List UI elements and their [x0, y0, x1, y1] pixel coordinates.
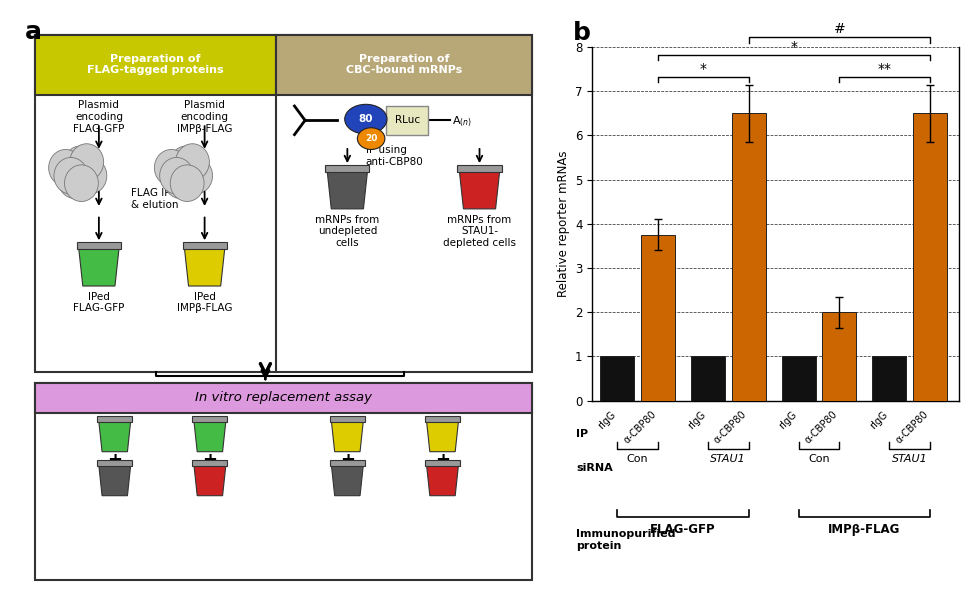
Polygon shape	[76, 242, 121, 249]
Circle shape	[175, 144, 209, 180]
Text: RLuc: RLuc	[394, 115, 420, 125]
FancyBboxPatch shape	[35, 383, 532, 580]
Text: rIgG: rIgG	[595, 409, 616, 431]
Y-axis label: Relative reporter mRNAs: Relative reporter mRNAs	[556, 151, 569, 297]
Polygon shape	[424, 460, 460, 466]
Bar	[641, 235, 674, 401]
FancyBboxPatch shape	[385, 106, 427, 135]
Polygon shape	[78, 249, 119, 286]
Text: Plasmid
encoding
IMPβ-FLAG: Plasmid encoding IMPβ-FLAG	[177, 100, 232, 134]
Polygon shape	[194, 466, 226, 496]
Circle shape	[73, 157, 107, 194]
Text: α-CBP80: α-CBP80	[802, 409, 838, 446]
Text: 80: 80	[358, 114, 373, 124]
Text: Plasmid
encoding
FLAG-GFP: Plasmid encoding FLAG-GFP	[73, 100, 124, 134]
Text: Immunopurified
protein: Immunopurified protein	[576, 529, 675, 551]
Polygon shape	[327, 172, 367, 209]
Polygon shape	[457, 165, 501, 172]
Bar	[600, 356, 634, 401]
Polygon shape	[97, 460, 132, 466]
Text: Con: Con	[807, 454, 829, 464]
Text: mRNPs from
undepleted
cells: mRNPs from undepleted cells	[315, 214, 379, 248]
Text: α-CBP80: α-CBP80	[711, 409, 748, 446]
Text: **: **	[876, 62, 891, 76]
Text: rIgG: rIgG	[867, 409, 888, 431]
Polygon shape	[194, 422, 226, 452]
Text: α-CBP80: α-CBP80	[893, 409, 929, 446]
Text: siRNA: siRNA	[576, 464, 612, 474]
Polygon shape	[182, 242, 227, 249]
Polygon shape	[330, 416, 365, 422]
Text: +: +	[434, 451, 450, 469]
Text: Preparation of
CBC-bound mRNPs: Preparation of CBC-bound mRNPs	[345, 54, 462, 75]
Text: IP: IP	[576, 429, 588, 439]
Text: #: #	[832, 22, 844, 36]
Polygon shape	[193, 416, 227, 422]
Circle shape	[170, 165, 203, 201]
Text: IMPβ-FLAG: IMPβ-FLAG	[827, 523, 900, 536]
Polygon shape	[459, 172, 499, 209]
Text: a: a	[24, 21, 42, 44]
Circle shape	[49, 150, 82, 186]
Text: +: +	[108, 451, 122, 469]
Bar	[780, 356, 815, 401]
Text: Con: Con	[626, 454, 647, 464]
Bar	[822, 312, 856, 401]
Polygon shape	[332, 466, 363, 496]
Text: FLAG IP
& elution: FLAG IP & elution	[130, 188, 178, 210]
Polygon shape	[330, 460, 365, 466]
Text: rIgG: rIgG	[777, 409, 798, 431]
Ellipse shape	[344, 104, 386, 134]
Circle shape	[65, 165, 98, 201]
Polygon shape	[424, 416, 460, 422]
Bar	[912, 114, 946, 401]
Ellipse shape	[357, 128, 384, 150]
Polygon shape	[332, 422, 363, 452]
Polygon shape	[426, 466, 458, 496]
Circle shape	[54, 157, 88, 194]
Circle shape	[155, 150, 188, 186]
Text: FLAG-GFP: FLAG-GFP	[649, 523, 715, 536]
Text: mRNPs from
STAU1-
depleted cells: mRNPs from STAU1- depleted cells	[443, 214, 515, 248]
Text: 20: 20	[365, 134, 377, 143]
Bar	[731, 114, 765, 401]
FancyBboxPatch shape	[35, 383, 532, 413]
Text: IPed
FLAG-GFP: IPed FLAG-GFP	[73, 292, 124, 313]
Circle shape	[163, 162, 198, 198]
Polygon shape	[426, 422, 458, 452]
Text: α-CBP80: α-CBP80	[621, 409, 657, 446]
Text: rIgG: rIgG	[686, 409, 707, 431]
Polygon shape	[99, 466, 130, 496]
Polygon shape	[193, 460, 227, 466]
Text: IPed
IMPβ-FLAG: IPed IMPβ-FLAG	[177, 292, 232, 313]
Text: +: +	[339, 451, 354, 469]
Text: A$_{(n)}$: A$_{(n)}$	[452, 114, 471, 128]
Text: In vitro replacement assay: In vitro replacement assay	[196, 392, 372, 405]
Circle shape	[64, 146, 97, 183]
Polygon shape	[184, 249, 225, 286]
FancyBboxPatch shape	[35, 35, 532, 372]
Polygon shape	[325, 165, 369, 172]
Text: b: b	[572, 21, 590, 45]
FancyBboxPatch shape	[276, 35, 532, 95]
Polygon shape	[99, 422, 130, 452]
Bar	[871, 356, 906, 401]
Circle shape	[58, 162, 92, 198]
Text: Preparation of
FLAG-tagged proteins: Preparation of FLAG-tagged proteins	[87, 54, 224, 75]
Text: STAU1: STAU1	[891, 454, 926, 464]
Circle shape	[159, 157, 194, 194]
Circle shape	[69, 144, 104, 180]
Circle shape	[179, 157, 212, 194]
Text: IP using
anti-CBP80: IP using anti-CBP80	[366, 145, 423, 167]
Text: *: *	[789, 39, 797, 54]
FancyBboxPatch shape	[35, 35, 276, 95]
Text: +: +	[202, 451, 217, 469]
Bar	[690, 356, 724, 401]
Text: STAU1: STAU1	[710, 454, 745, 464]
Circle shape	[169, 146, 202, 183]
Text: *: *	[699, 62, 706, 76]
Polygon shape	[97, 416, 132, 422]
